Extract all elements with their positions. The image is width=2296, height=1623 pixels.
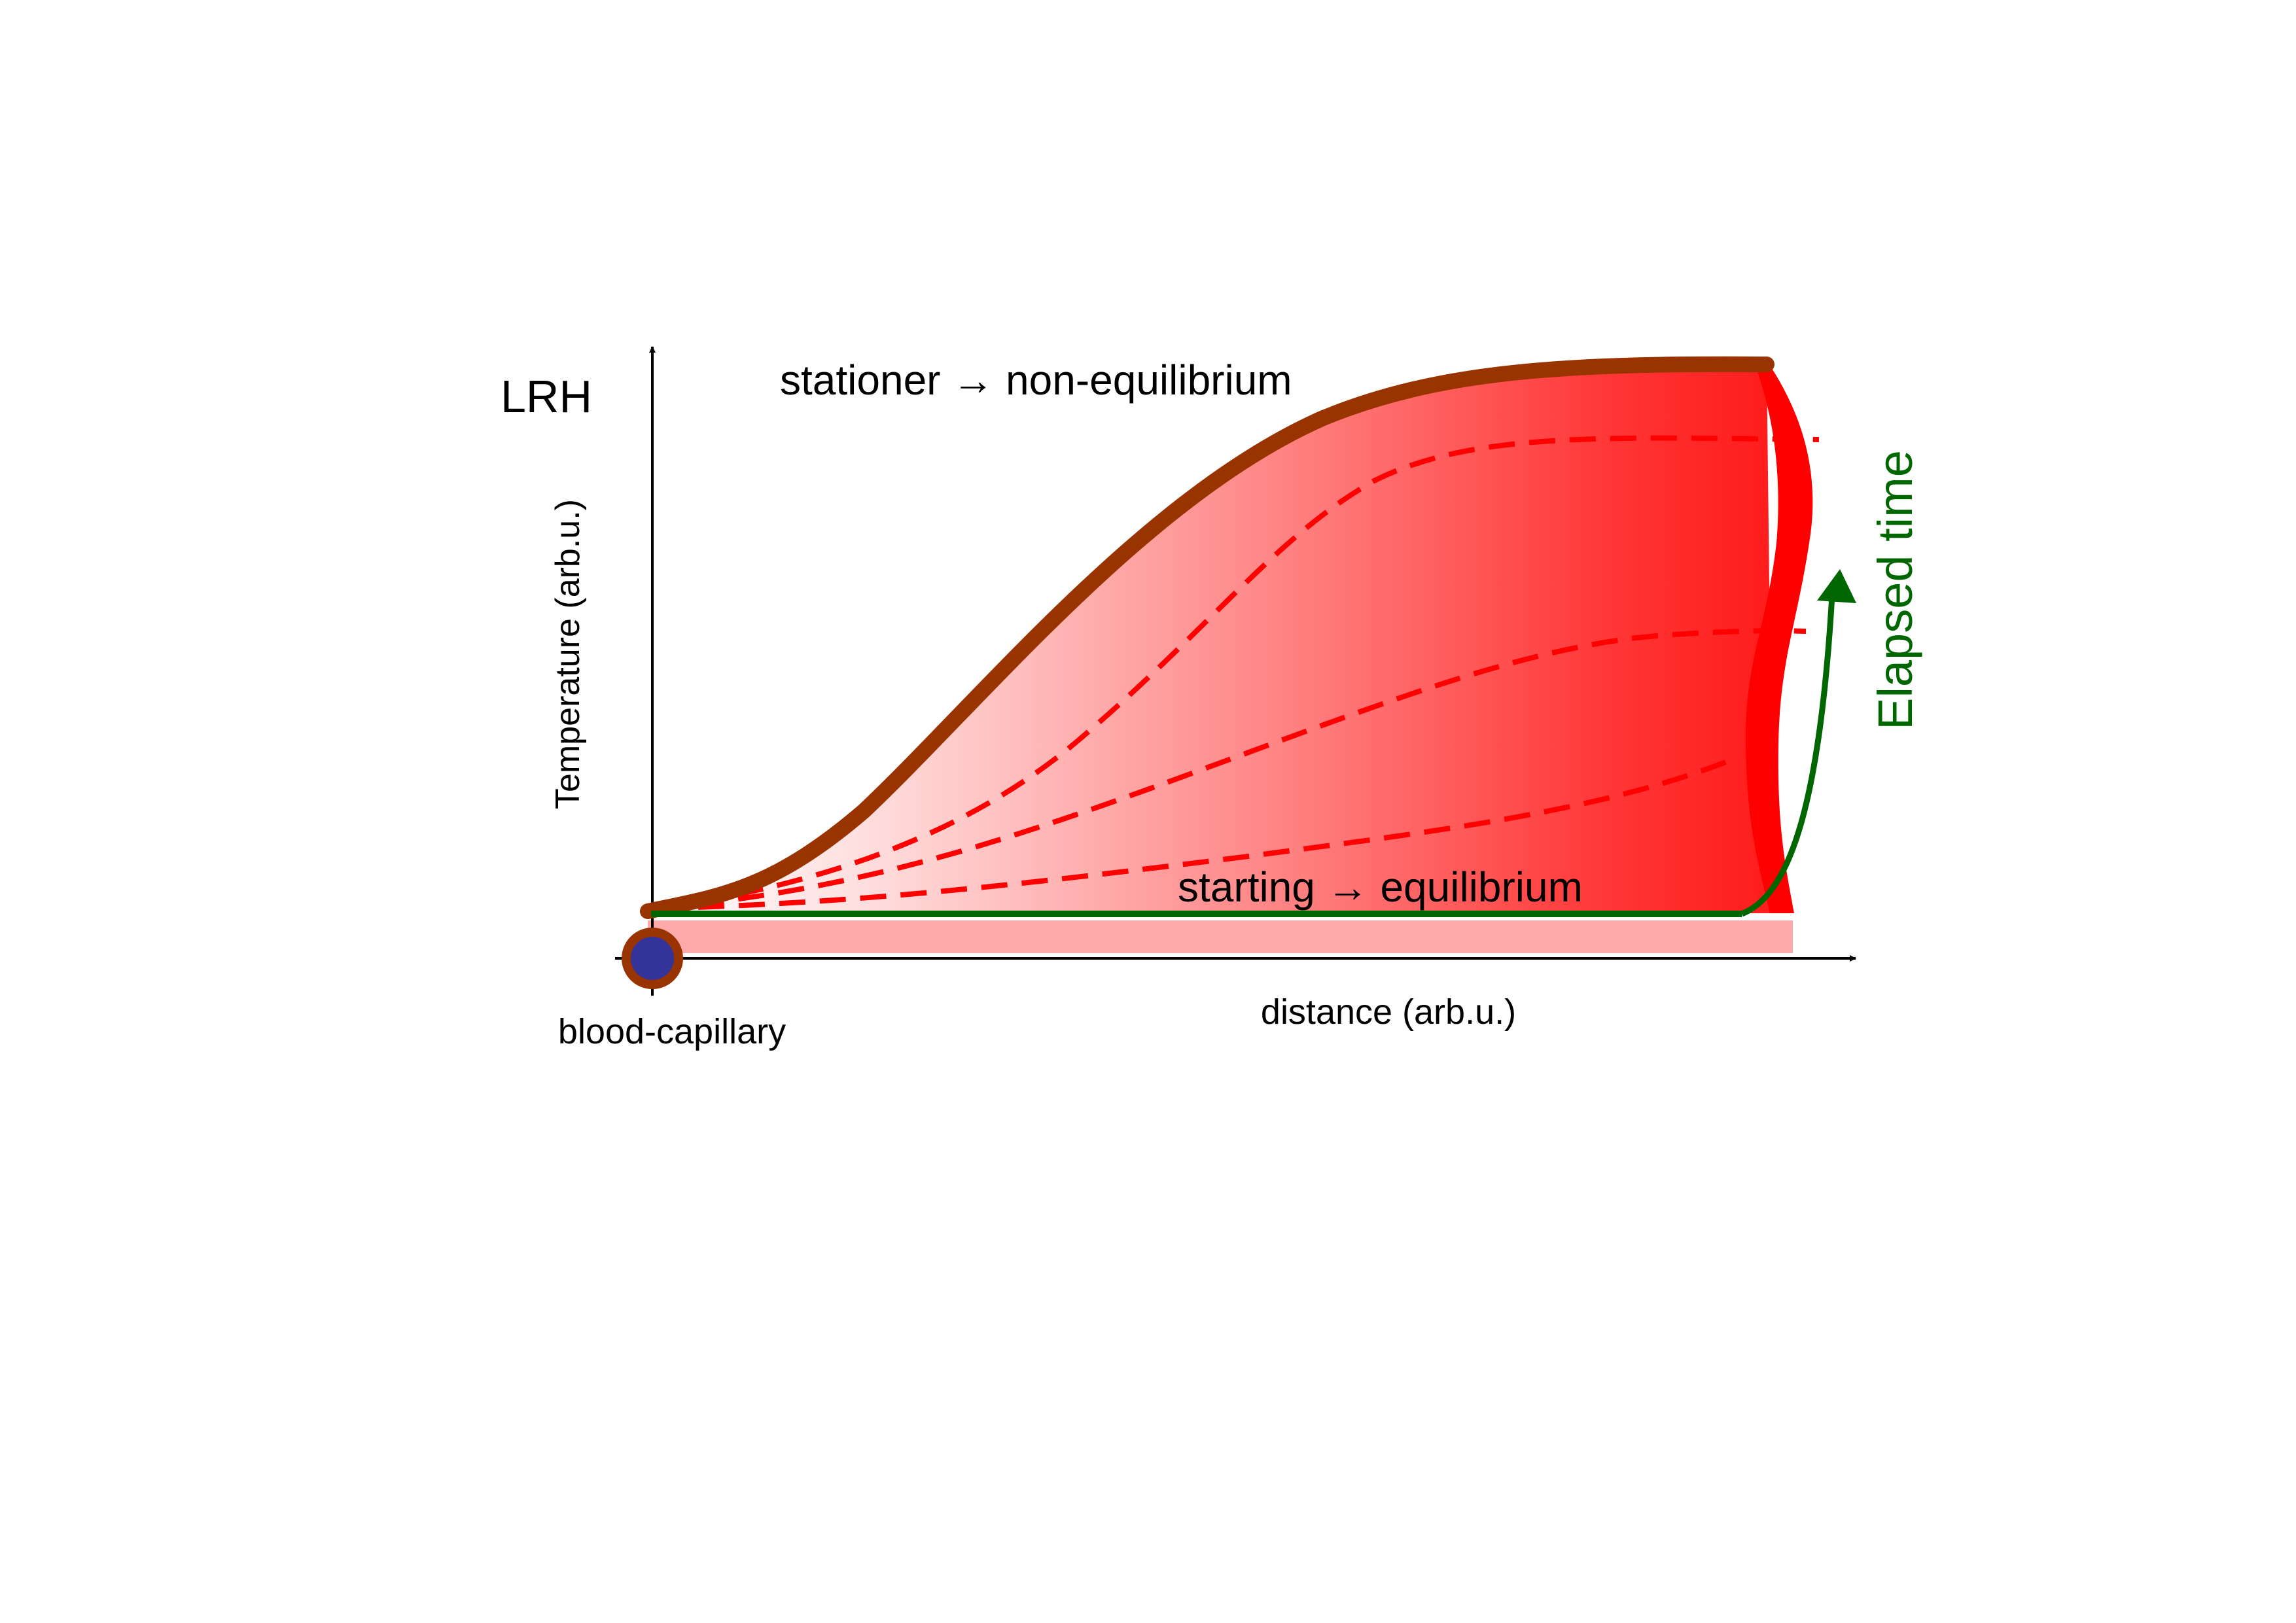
intermediate-profile-1 bbox=[657, 756, 1735, 911]
elapsed-time-arrowhead bbox=[1817, 569, 1856, 603]
elapsed-time-label: Elapsed time bbox=[1868, 450, 1922, 730]
y-axis-label: Temperature (arb.u.) bbox=[549, 499, 587, 809]
elapsed-time-arrow bbox=[1740, 595, 1835, 917]
tissue-bar bbox=[648, 920, 1793, 953]
heated-edge-band bbox=[1745, 364, 1813, 913]
intermediate-profile-3 bbox=[657, 435, 1820, 911]
stationary-profile-curve bbox=[640, 356, 1775, 919]
blood-capillary-icon bbox=[622, 928, 683, 989]
intermediate-profile-2 bbox=[657, 628, 1807, 911]
corner-label: LRH bbox=[501, 371, 592, 422]
stationary-profile-label: stationer → non-equilibrium bbox=[780, 357, 1292, 404]
origin-label: blood-capillary bbox=[558, 1012, 786, 1051]
starting-line-label: starting → equilibrium bbox=[1178, 864, 1583, 911]
x-axis-label: distance (arb.u.) bbox=[1261, 992, 1516, 1032]
heated-region bbox=[648, 364, 1773, 913]
